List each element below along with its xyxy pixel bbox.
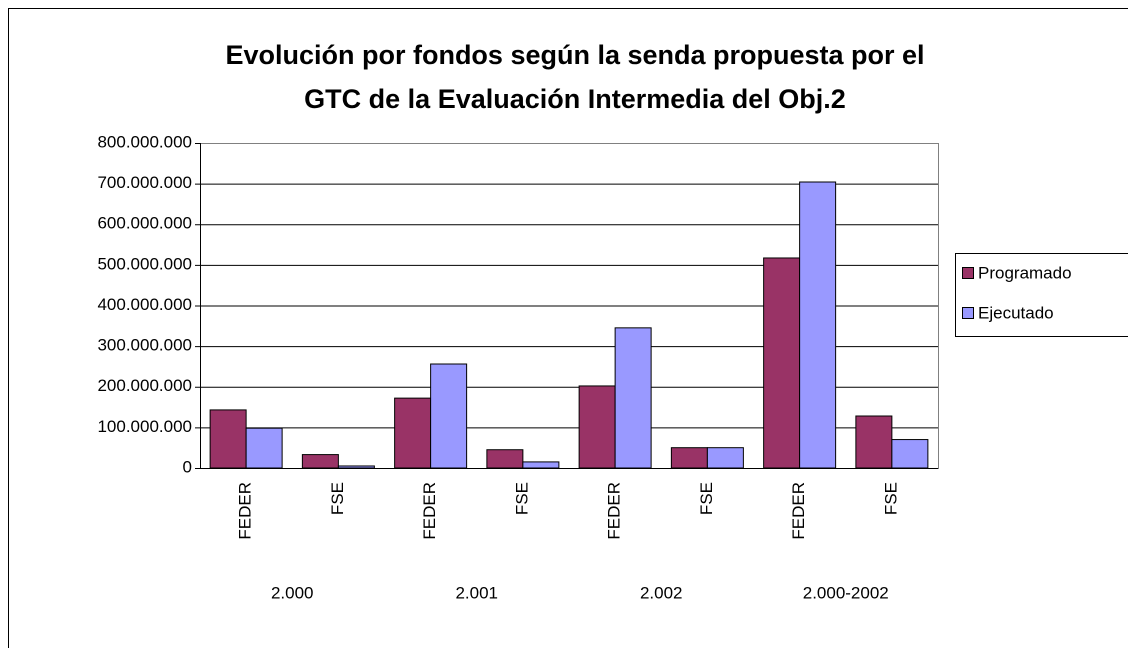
group-label: 2.000-2002 <box>803 583 889 602</box>
bar <box>855 415 893 469</box>
y-tick-label: 600.000.000 <box>97 214 192 233</box>
y-tick-label: 100.000.000 <box>97 417 192 436</box>
bar <box>614 327 652 469</box>
bar <box>430 363 468 469</box>
y-tick-label: 700.000.000 <box>97 173 192 192</box>
x-tick-label: FEDER <box>420 482 439 540</box>
y-tick-label: 400.000.000 <box>97 295 192 314</box>
bar <box>245 427 283 469</box>
y-tick-label: 0 <box>183 457 192 476</box>
bar <box>394 397 432 469</box>
bar <box>578 385 616 469</box>
x-tick-label: FSE <box>328 482 347 515</box>
y-tick-label: 300.000.000 <box>97 336 192 355</box>
bar <box>799 181 837 469</box>
bar <box>763 257 801 469</box>
bar <box>209 409 247 469</box>
legend-swatch <box>962 307 974 319</box>
bar <box>301 454 339 469</box>
y-tick-label: 800.000.000 <box>97 132 192 151</box>
chart-title: Evolución por fondos según la senda prop… <box>225 40 924 70</box>
legend-label: Ejecutado <box>978 303 1054 322</box>
x-tick-label: FEDER <box>605 482 624 540</box>
bar <box>670 447 708 469</box>
bar <box>891 439 929 469</box>
y-tick-label: 200.000.000 <box>97 376 192 395</box>
group-label: 2.000 <box>271 583 314 602</box>
chart-title: GTC de la Evaluación Intermedia del Obj.… <box>304 84 846 114</box>
legend-box <box>955 253 1128 337</box>
y-tick-label: 500.000.000 <box>97 254 192 273</box>
bar <box>706 447 744 469</box>
x-tick-label: FEDER <box>236 482 255 540</box>
x-tick-label: FSE <box>697 482 716 515</box>
x-tick-label: FSE <box>512 482 531 515</box>
x-tick-label: FSE <box>881 482 900 515</box>
bar <box>522 461 560 469</box>
x-tick-label: FEDER <box>789 482 808 540</box>
group-label: 2.001 <box>455 583 498 602</box>
legend-swatch <box>962 267 974 279</box>
bar <box>337 465 375 469</box>
legend-label: Programado <box>978 263 1072 282</box>
bar <box>486 449 524 469</box>
group-label: 2.002 <box>640 583 683 602</box>
